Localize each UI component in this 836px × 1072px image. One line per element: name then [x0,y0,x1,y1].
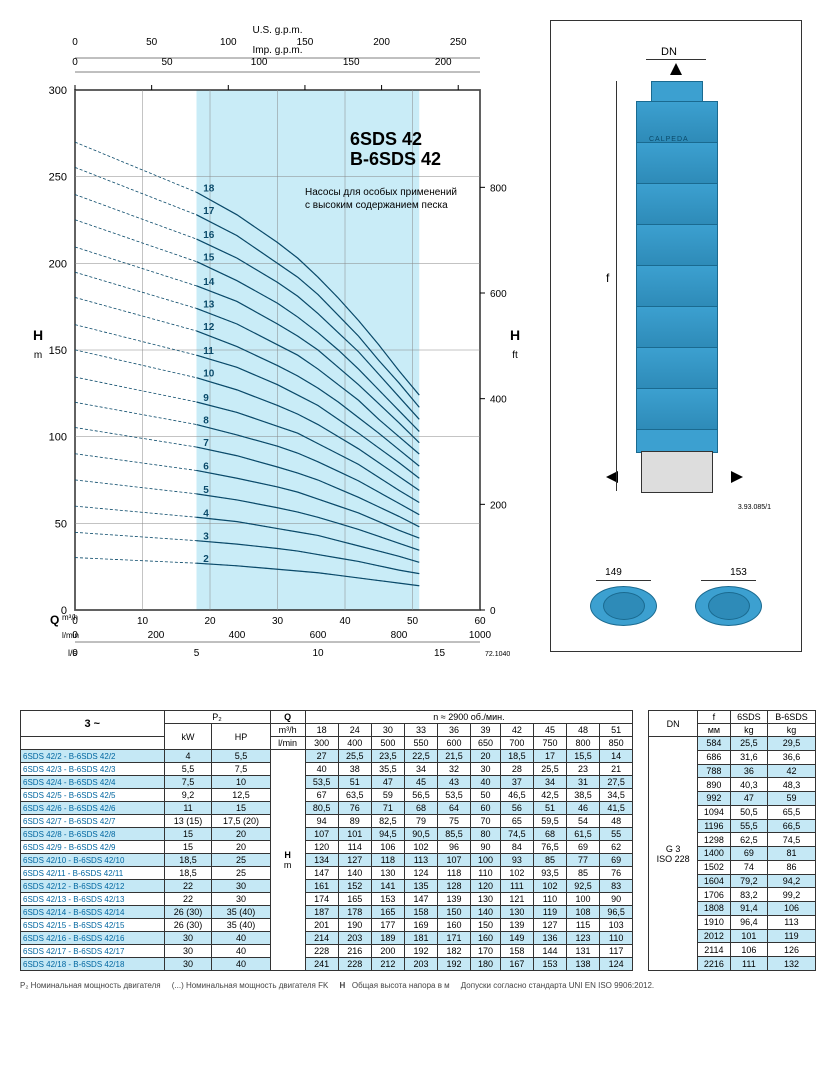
svg-text:l/s: l/s [68,648,78,658]
note-h-txt: Общая высота напора в м [352,981,450,990]
svg-text:15: 15 [434,648,446,659]
svg-text:2: 2 [203,554,209,565]
inlet-arrow-right [731,471,743,483]
diagram-ref: 3.93.085/1 [738,504,771,511]
svg-text:200: 200 [435,57,452,68]
svg-text:ft: ft [512,350,518,361]
pump-strainer [641,451,713,493]
svg-text:m: m [34,350,42,361]
svg-text:200: 200 [373,37,390,48]
dimensions-table: DNf6SDSB-6SDSммkgkg G 3ISO 22858425,529,… [648,710,816,971]
svg-text:250: 250 [49,172,67,184]
svg-text:400: 400 [490,395,507,406]
svg-text:l/min: l/min [62,631,79,640]
footer-notes: P₂ Номинальная мощность двигателя (...) … [20,981,816,990]
pump-diagram: DN CALPEDA f 3.93.085/1 149 153 [550,20,802,652]
svg-text:U.S. g.p.m.: U.S. g.p.m. [252,25,302,36]
svg-text:9: 9 [203,393,209,404]
svg-text:8: 8 [203,416,209,427]
svg-text:600: 600 [490,289,507,300]
dim-153: 153 [705,567,772,578]
note-iso: Допуски согласно стандарта UNI EN ISO 99… [461,981,654,990]
svg-text:100: 100 [220,37,237,48]
svg-text:11: 11 [203,346,214,357]
flow-arrow-up [670,63,682,75]
svg-text:50: 50 [55,518,67,530]
svg-text:7: 7 [203,438,209,449]
svg-text:0: 0 [72,37,78,48]
note-h-sym: H [339,981,345,990]
svg-text:Q: Q [50,613,59,627]
svg-text:72.1040: 72.1040 [485,651,510,658]
pump-body [636,101,718,453]
svg-text:600: 600 [310,630,327,641]
svg-text:m³/h: m³/h [62,613,78,622]
svg-text:12: 12 [203,322,215,333]
svg-text:14: 14 [203,277,215,288]
svg-text:17: 17 [203,206,215,217]
svg-text:с высоким содержанием песка: с высоким содержанием песка [305,200,448,211]
svg-text:H: H [510,327,520,343]
svg-text:6: 6 [203,461,209,472]
svg-text:200: 200 [148,630,165,641]
svg-text:200: 200 [490,500,507,511]
cross-section-1: 149 [590,567,657,631]
note-fk: (...) Номинальная мощность двигателя FK [172,981,329,990]
top-section: 0501001502002503000102030405060020040060… [20,20,816,680]
svg-text:250: 250 [450,37,467,48]
svg-text:20: 20 [204,616,216,627]
dim-149: 149 [580,567,647,578]
svg-text:10: 10 [137,616,149,627]
svg-text:200: 200 [49,258,67,270]
svg-text:10: 10 [203,369,215,380]
svg-text:6SDS 42: 6SDS 42 [350,129,422,149]
svg-text:13: 13 [203,299,215,310]
svg-text:1000: 1000 [469,630,492,641]
pump-outlet [651,81,703,103]
f-dim-line [616,81,617,491]
dn-label: DN [661,46,677,58]
note-p2: P₂ Номинальная мощность двигателя [20,981,161,990]
svg-text:30: 30 [272,616,284,627]
dn-dim-line [646,59,706,60]
svg-text:15: 15 [203,253,215,264]
cross-section-2: 153 [695,567,762,631]
svg-text:40: 40 [339,616,351,627]
svg-text:400: 400 [229,630,246,641]
svg-text:5: 5 [194,648,200,659]
svg-text:H: H [33,327,43,343]
svg-text:5: 5 [203,485,209,496]
svg-text:16: 16 [203,230,215,241]
svg-text:50: 50 [162,57,174,68]
svg-text:0: 0 [72,57,78,68]
performance-table: 3 ~P₂Qn ≈ 2900 об./мин.kWHPm³/h182430333… [20,710,633,971]
performance-chart: 0501001502002503000102030405060020040060… [20,20,530,680]
svg-text:60: 60 [474,616,486,627]
tables-section: 3 ~P₂Qn ≈ 2900 об./мин.kWHPm³/h182430333… [20,710,816,971]
svg-text:10: 10 [312,648,324,659]
svg-text:100: 100 [49,432,67,444]
svg-text:3: 3 [203,532,209,543]
svg-text:Imp. g.p.m.: Imp. g.p.m. [252,45,302,56]
svg-text:300: 300 [49,85,67,97]
svg-text:18: 18 [203,183,215,194]
svg-text:Насосы для особых применений: Насосы для особых применений [305,186,457,198]
cross-sections: 149 153 [551,567,801,631]
svg-text:0: 0 [490,606,496,617]
svg-text:4: 4 [203,508,209,519]
f-dim-label: f [606,271,609,285]
svg-text:50: 50 [146,37,158,48]
svg-text:800: 800 [490,183,507,194]
svg-text:100: 100 [251,57,268,68]
svg-text:800: 800 [391,630,408,641]
svg-text:50: 50 [407,616,419,627]
brand-label: CALPEDA [649,136,689,143]
svg-text:B-6SDS 42: B-6SDS 42 [350,149,441,169]
svg-text:150: 150 [49,345,67,357]
svg-text:150: 150 [343,57,360,68]
